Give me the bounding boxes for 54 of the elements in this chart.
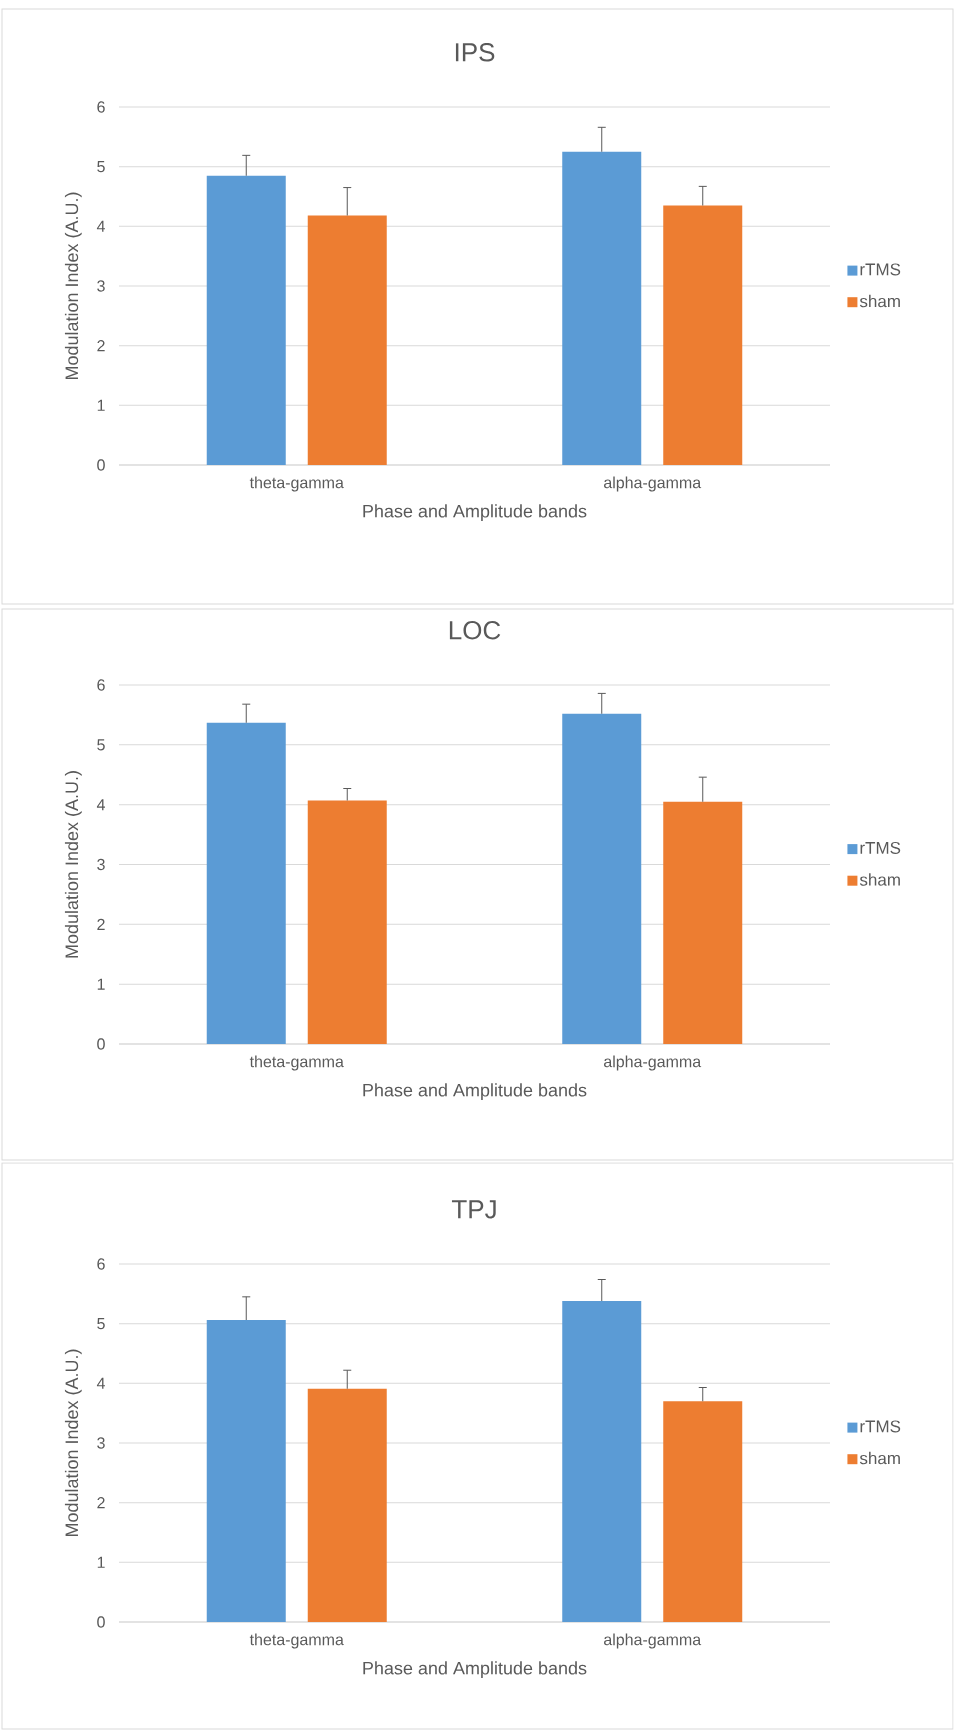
bar bbox=[663, 1401, 743, 1623]
x-axis-title: Phase and Amplitude bands bbox=[363, 1083, 587, 1101]
bar bbox=[206, 722, 286, 1045]
x-axis-title: Phase and Amplitude bands bbox=[363, 1661, 587, 1679]
y-tick-label: 6 bbox=[97, 679, 105, 691]
bar bbox=[562, 1301, 642, 1623]
bar bbox=[206, 175, 286, 466]
legend-label: rTMS bbox=[860, 1420, 901, 1433]
y-tick-label: 1 bbox=[97, 978, 105, 990]
y-tick-label: 0 bbox=[97, 1038, 105, 1050]
bar bbox=[562, 713, 642, 1045]
y-tick-label: 3 bbox=[97, 280, 105, 292]
y-tick-label: 6 bbox=[97, 101, 105, 113]
legend-label: rTMS bbox=[860, 841, 901, 854]
legend-label: sham bbox=[859, 294, 900, 308]
x-tick-label: theta-gamma bbox=[249, 1633, 344, 1649]
chart-title: LOC bbox=[449, 621, 501, 640]
y-tick-label: 5 bbox=[97, 1318, 105, 1330]
x-axis-title: Phase and Amplitude bands bbox=[363, 504, 587, 522]
y-tick-label: 3 bbox=[97, 858, 105, 871]
bar bbox=[562, 151, 642, 466]
y-tick-label: 3 bbox=[97, 1437, 105, 1449]
y-tick-label: 1 bbox=[97, 1556, 105, 1568]
y-tick-label: 4 bbox=[96, 220, 105, 232]
bar bbox=[663, 205, 743, 466]
y-tick-label: 0 bbox=[97, 459, 105, 471]
legend-label: sham bbox=[859, 873, 900, 886]
legend-label: rTMS bbox=[860, 263, 901, 276]
bar bbox=[206, 1320, 286, 1623]
y-tick-label: 2 bbox=[97, 340, 105, 352]
y-axis-title: Modulation Index (A.U.) bbox=[64, 1349, 82, 1537]
bar bbox=[307, 800, 387, 1045]
bar bbox=[307, 215, 387, 466]
x-tick-label: alpha-gamma bbox=[604, 1055, 702, 1071]
y-tick-label: 2 bbox=[97, 918, 105, 930]
y-tick-label: 1 bbox=[97, 399, 105, 411]
y-tick-label: 4 bbox=[96, 1377, 105, 1389]
y-tick-label: 6 bbox=[97, 1258, 105, 1270]
y-axis-title: Modulation Index (A.U.) bbox=[64, 192, 82, 380]
x-tick-label: theta-gamma bbox=[249, 476, 344, 492]
y-tick-label: 4 bbox=[96, 799, 105, 811]
chart-title: TPJ bbox=[451, 1200, 496, 1219]
x-tick-label: alpha-gamma bbox=[604, 476, 702, 492]
y-tick-label: 5 bbox=[97, 739, 105, 751]
y-axis-title: Modulation Index (A.U.) bbox=[64, 771, 82, 958]
x-tick-label: alpha-gamma bbox=[604, 1633, 702, 1649]
x-tick-label: theta-gamma bbox=[249, 1055, 344, 1071]
y-tick-label: 5 bbox=[97, 161, 105, 173]
y-tick-label: 0 bbox=[97, 1616, 105, 1628]
legend-label: sham bbox=[859, 1451, 900, 1465]
bar bbox=[307, 1388, 387, 1623]
bar bbox=[663, 801, 743, 1045]
y-tick-label: 2 bbox=[97, 1497, 105, 1509]
chart-title: IPS bbox=[455, 43, 495, 62]
